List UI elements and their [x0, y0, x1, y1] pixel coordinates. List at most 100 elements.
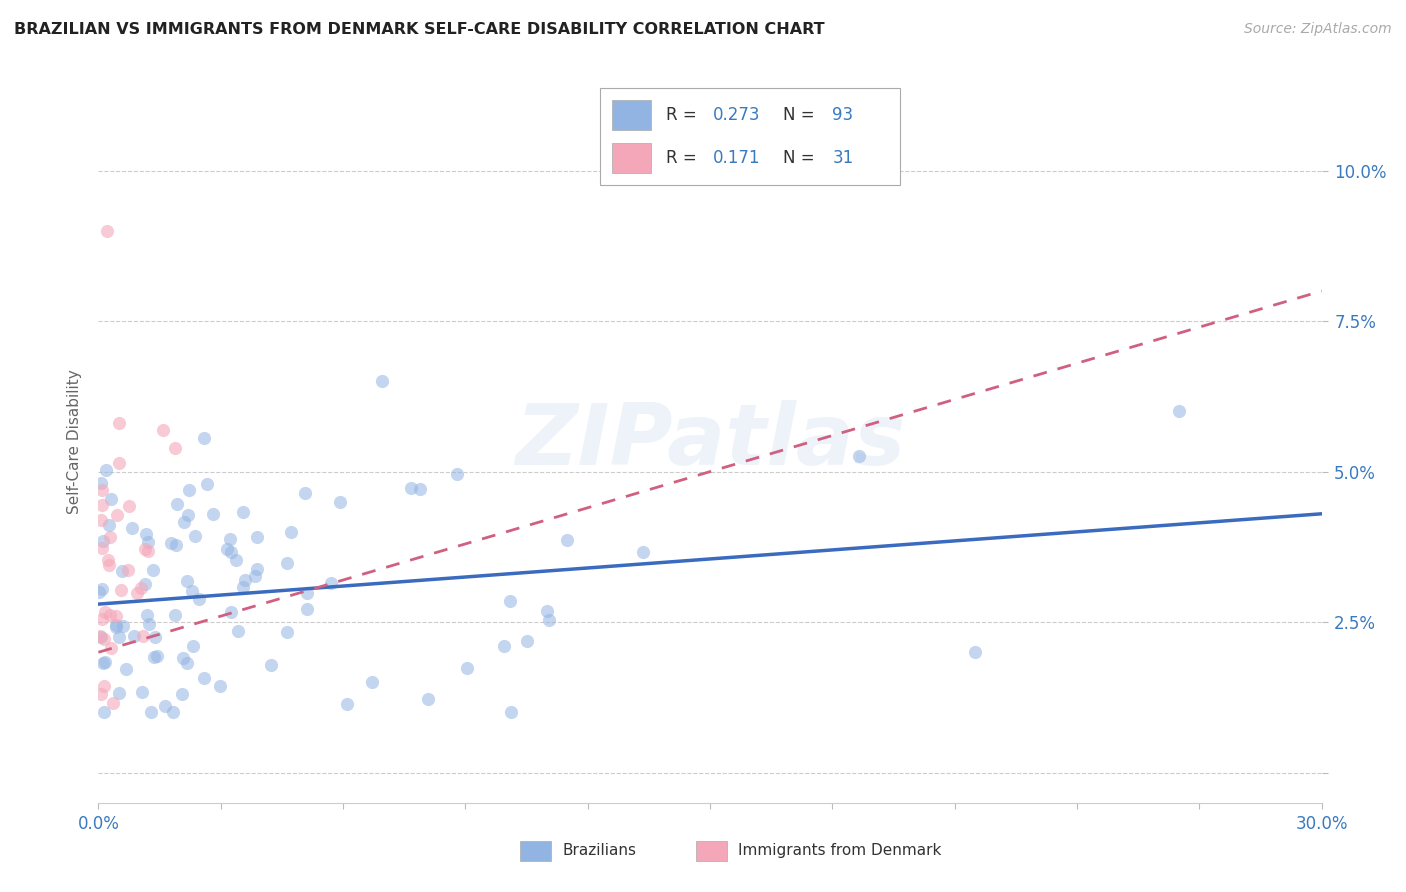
Point: [226, 624, 249, 639]
Point: [160, 536, 183, 550]
Point: [276, 556, 298, 570]
Point: [108, 686, 131, 700]
Point: [416, 691, 439, 706]
Point: [94, 605, 117, 619]
Point: [370, 375, 392, 389]
Point: [193, 431, 215, 445]
Point: [633, 545, 655, 559]
Point: [90, 513, 112, 527]
Point: [499, 594, 522, 608]
Point: [100, 640, 122, 655]
Point: [129, 581, 152, 595]
Point: [91, 582, 114, 596]
Point: [184, 529, 207, 543]
Point: [132, 629, 155, 643]
Point: [232, 580, 254, 594]
Point: [188, 592, 211, 607]
Point: [243, 569, 266, 583]
Point: [180, 584, 202, 599]
Point: [125, 586, 148, 600]
Point: [225, 553, 247, 567]
Point: [195, 476, 218, 491]
Point: [91, 656, 114, 670]
Point: [193, 672, 215, 686]
Point: [90, 687, 112, 701]
Point: [152, 423, 174, 437]
Point: [97, 558, 120, 572]
Point: [153, 698, 176, 713]
Point: [143, 631, 166, 645]
Text: N =: N =: [783, 106, 820, 124]
Point: [557, 533, 579, 548]
Point: [1167, 404, 1189, 418]
FancyBboxPatch shape: [612, 100, 651, 130]
Point: [134, 542, 156, 557]
Point: [98, 607, 121, 622]
Point: [173, 515, 195, 529]
Text: 93: 93: [832, 106, 853, 124]
Point: [100, 492, 122, 507]
Point: [105, 508, 128, 522]
Point: [108, 630, 131, 644]
Point: [409, 483, 432, 497]
Point: [93, 706, 115, 720]
Point: [91, 541, 114, 555]
Point: [294, 485, 316, 500]
Point: [94, 655, 117, 669]
Point: [360, 674, 382, 689]
Text: R =: R =: [666, 149, 702, 167]
Point: [97, 553, 120, 567]
Point: [115, 662, 138, 676]
Point: [98, 518, 121, 533]
Point: [96, 224, 118, 238]
Point: [848, 449, 870, 463]
Point: [89, 475, 111, 490]
Point: [142, 562, 165, 576]
Text: N =: N =: [783, 149, 820, 167]
Point: [217, 541, 239, 556]
Point: [162, 706, 184, 720]
Point: [93, 632, 115, 646]
Point: [136, 544, 159, 558]
Point: [134, 577, 156, 591]
Point: [108, 456, 131, 470]
Point: [135, 526, 157, 541]
Point: [93, 679, 115, 693]
Point: [516, 633, 538, 648]
Point: [104, 608, 127, 623]
Point: [181, 639, 204, 653]
Point: [280, 524, 302, 539]
Point: [208, 680, 231, 694]
Text: 0.171: 0.171: [713, 149, 761, 167]
Point: [131, 684, 153, 698]
Text: 31: 31: [832, 149, 853, 167]
Point: [111, 564, 134, 578]
FancyBboxPatch shape: [600, 87, 900, 185]
Point: [319, 575, 342, 590]
Point: [179, 483, 201, 498]
Point: [110, 583, 132, 598]
Text: Brazilians: Brazilians: [562, 844, 637, 858]
Point: [246, 562, 269, 576]
FancyBboxPatch shape: [612, 143, 651, 173]
Text: Source: ZipAtlas.com: Source: ZipAtlas.com: [1244, 22, 1392, 37]
Point: [143, 649, 166, 664]
Point: [401, 481, 423, 495]
Point: [456, 661, 478, 675]
Point: [108, 417, 131, 431]
Point: [112, 619, 135, 633]
Point: [965, 645, 987, 659]
Point: [90, 630, 112, 644]
Point: [121, 521, 143, 535]
Point: [89, 628, 111, 642]
Point: [329, 495, 352, 509]
Point: [260, 657, 283, 672]
Point: [141, 706, 163, 720]
Point: [219, 533, 242, 547]
Point: [492, 639, 515, 653]
Point: [446, 467, 468, 481]
Point: [101, 697, 124, 711]
Point: [172, 687, 194, 701]
Point: [163, 441, 186, 455]
Point: [536, 604, 558, 618]
